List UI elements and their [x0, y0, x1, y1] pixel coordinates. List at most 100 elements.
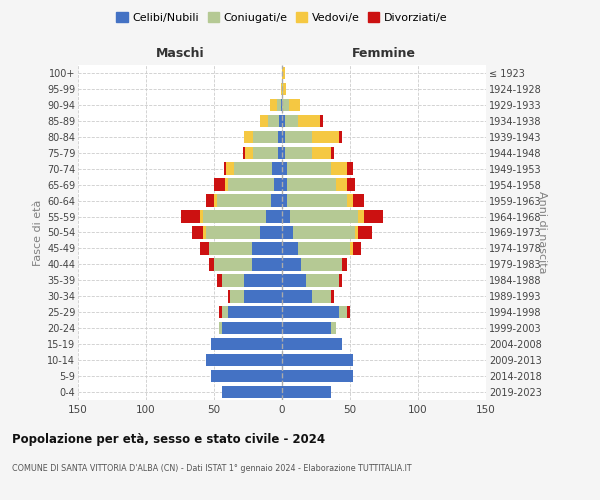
Bar [227, 178, 274, 191]
Bar [282, 114, 285, 127]
Y-axis label: Anni di nascita: Anni di nascita [537, 191, 547, 274]
Bar [242, 146, 245, 159]
Bar [214, 194, 217, 207]
Bar [298, 114, 320, 127]
Bar [358, 226, 372, 238]
Bar [339, 274, 342, 286]
Bar [209, 258, 214, 270]
Text: Popolazione per età, sesso e stato civile - 2024: Popolazione per età, sesso e stato civil… [12, 432, 325, 446]
Bar [260, 226, 282, 238]
Bar [235, 162, 272, 175]
Bar [277, 98, 281, 111]
Bar [320, 114, 323, 127]
Bar [192, 226, 203, 238]
Bar [287, 178, 337, 191]
Bar [331, 322, 337, 334]
Bar [350, 242, 353, 254]
Bar [282, 322, 331, 334]
Y-axis label: Fasce di età: Fasce di età [32, 200, 43, 266]
Bar [282, 386, 331, 398]
Bar [266, 210, 282, 223]
Bar [355, 226, 358, 238]
Bar [312, 130, 339, 143]
Bar [220, 306, 222, 318]
Bar [281, 98, 282, 111]
Bar [347, 194, 353, 207]
Bar [293, 226, 355, 238]
Bar [217, 194, 271, 207]
Bar [331, 290, 334, 302]
Bar [331, 146, 334, 159]
Bar [285, 114, 298, 127]
Bar [220, 322, 222, 334]
Bar [358, 210, 364, 223]
Bar [289, 98, 299, 111]
Bar [206, 354, 282, 366]
Bar [279, 114, 282, 127]
Bar [278, 146, 282, 159]
Bar [282, 290, 312, 302]
Bar [282, 242, 298, 254]
Bar [244, 274, 282, 286]
Bar [203, 210, 266, 223]
Bar [227, 306, 282, 318]
Bar [282, 274, 307, 286]
Legend: Celibi/Nubili, Coniugati/e, Vedovi/e, Divorziati/e: Celibi/Nubili, Coniugati/e, Vedovi/e, Di… [112, 8, 452, 28]
Bar [211, 370, 282, 382]
Bar [206, 226, 260, 238]
Bar [252, 258, 282, 270]
Bar [260, 114, 268, 127]
Bar [226, 162, 235, 175]
Bar [217, 274, 222, 286]
Bar [200, 210, 203, 223]
Bar [307, 274, 339, 286]
Bar [253, 146, 278, 159]
Bar [244, 130, 253, 143]
Bar [211, 338, 282, 350]
Bar [353, 242, 361, 254]
Bar [347, 178, 355, 191]
Bar [282, 82, 283, 95]
Bar [203, 226, 206, 238]
Bar [337, 178, 347, 191]
Bar [287, 194, 347, 207]
Bar [364, 210, 383, 223]
Bar [285, 146, 312, 159]
Bar [222, 306, 227, 318]
Bar [287, 162, 331, 175]
Bar [282, 130, 285, 143]
Bar [271, 194, 282, 207]
Bar [282, 146, 285, 159]
Bar [298, 242, 350, 254]
Bar [331, 162, 347, 175]
Bar [245, 146, 253, 159]
Bar [224, 162, 226, 175]
Bar [347, 162, 353, 175]
Bar [227, 290, 230, 302]
Bar [282, 226, 293, 238]
Bar [222, 322, 282, 334]
Bar [282, 162, 287, 175]
Bar [272, 162, 282, 175]
Bar [282, 370, 353, 382]
Text: Maschi: Maschi [155, 47, 205, 60]
Bar [285, 130, 312, 143]
Bar [282, 306, 339, 318]
Bar [181, 210, 200, 223]
Bar [244, 290, 282, 302]
Bar [222, 274, 244, 286]
Bar [200, 242, 209, 254]
Bar [290, 210, 358, 223]
Bar [278, 130, 282, 143]
Bar [312, 290, 331, 302]
Bar [268, 114, 279, 127]
Bar [282, 98, 289, 111]
Bar [342, 258, 347, 270]
Bar [339, 306, 347, 318]
Bar [312, 146, 331, 159]
Bar [282, 210, 290, 223]
Bar [274, 178, 282, 191]
Bar [282, 354, 353, 366]
Bar [347, 306, 350, 318]
Bar [214, 178, 225, 191]
